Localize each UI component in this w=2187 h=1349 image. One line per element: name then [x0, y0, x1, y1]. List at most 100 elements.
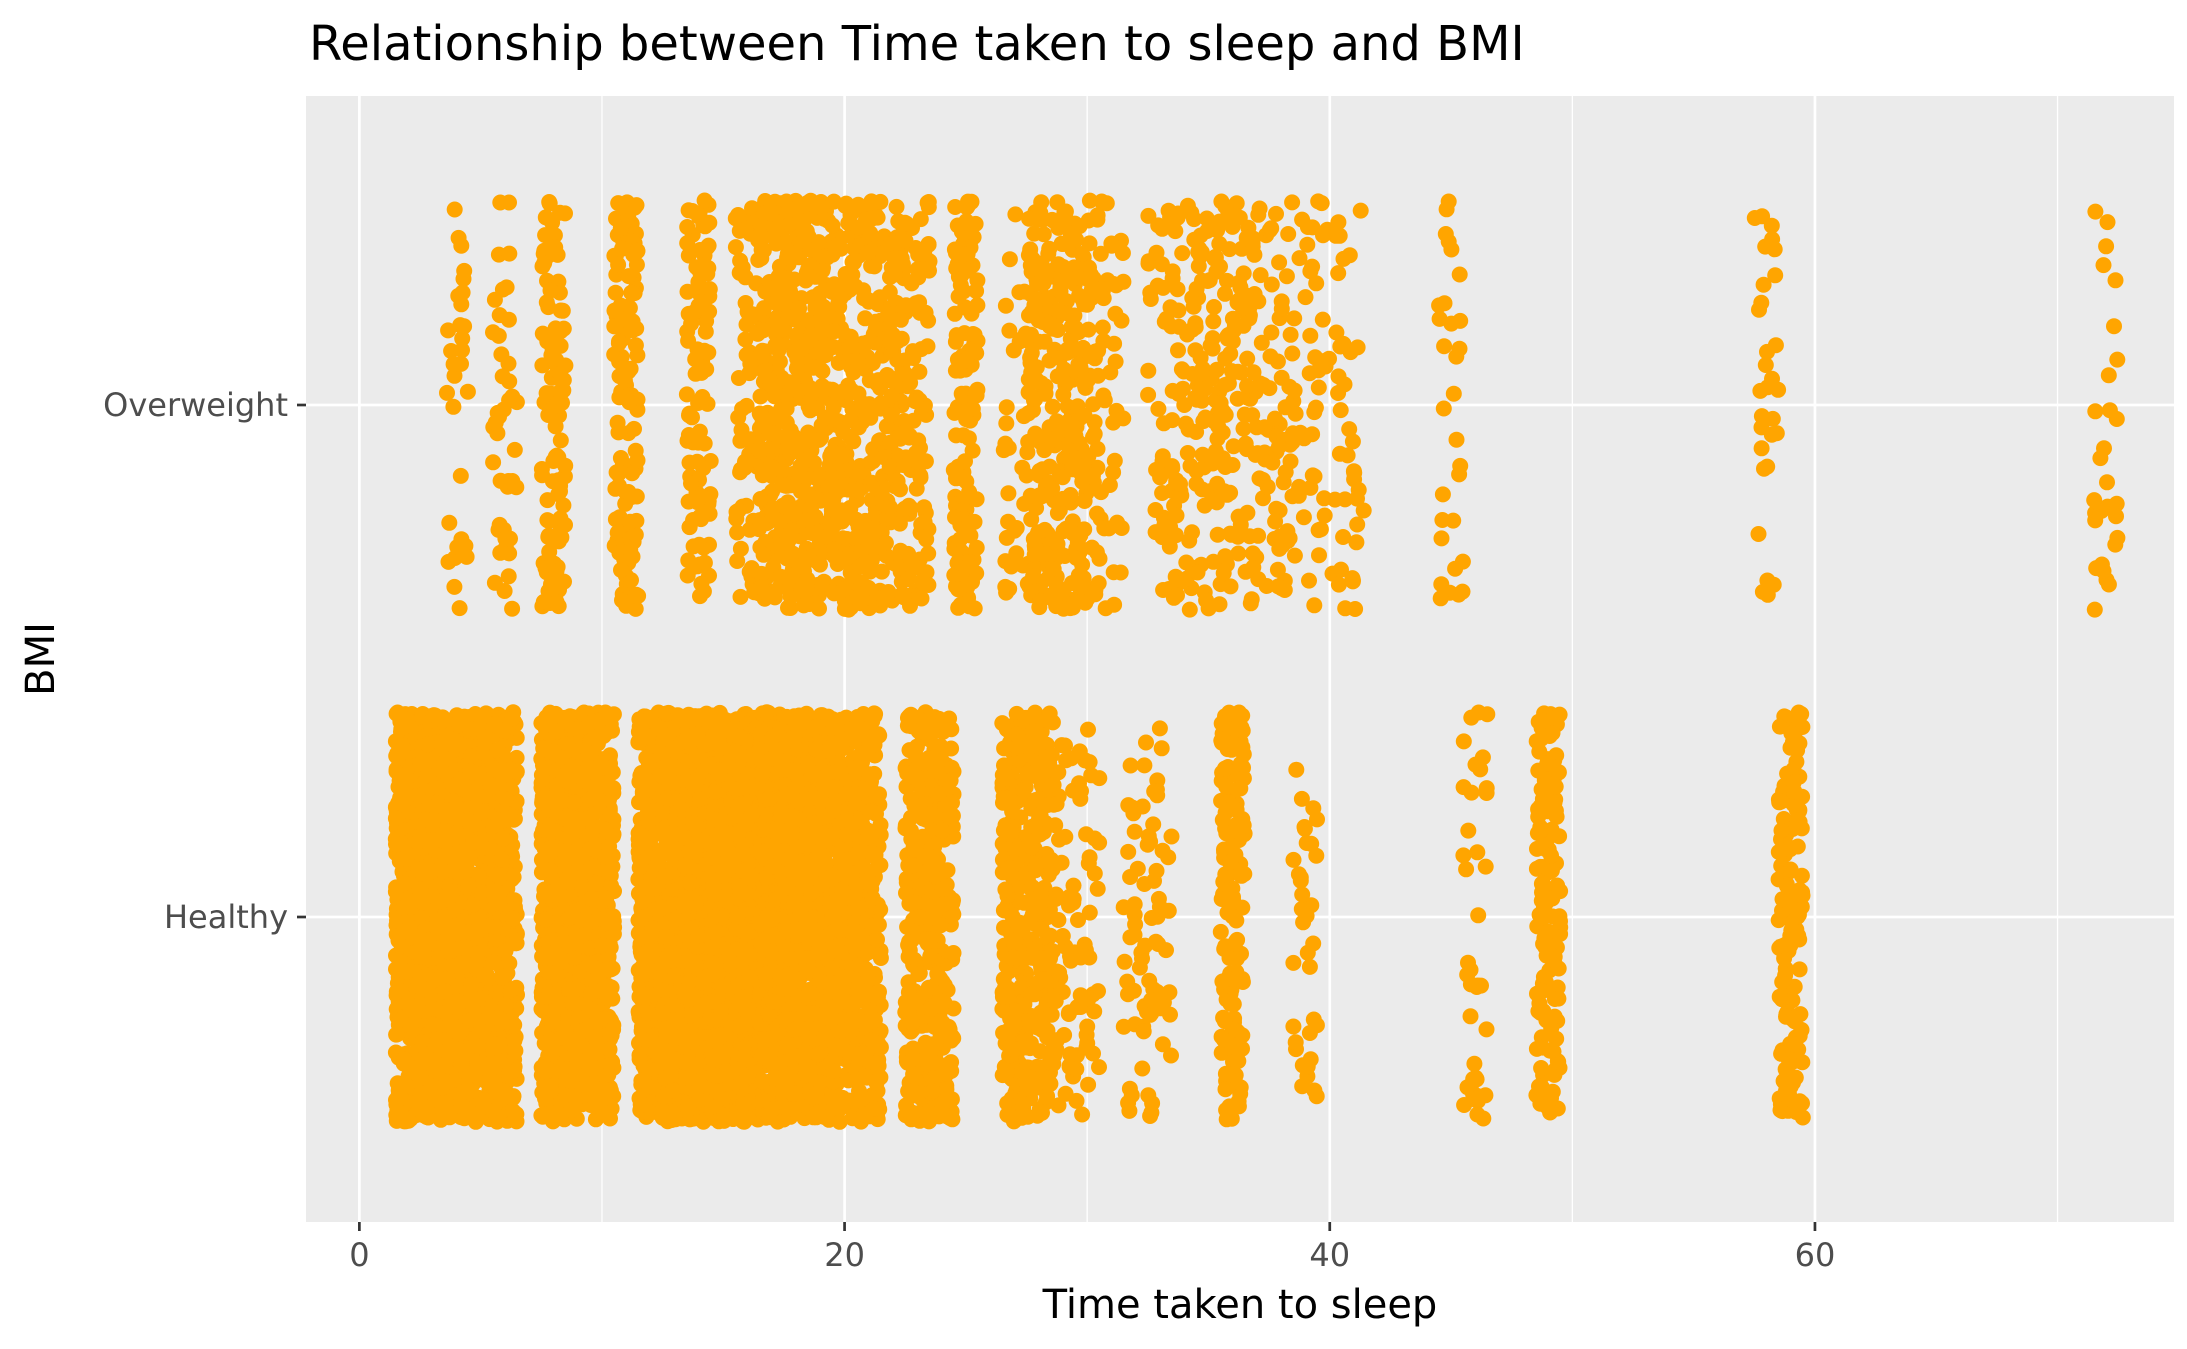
data-point — [947, 199, 964, 215]
data-point — [1211, 596, 1228, 613]
data-point — [961, 515, 978, 532]
data-point — [1239, 504, 1256, 521]
data-point — [1445, 512, 1462, 529]
data-point — [1217, 459, 1234, 475]
data-point — [557, 457, 574, 474]
data-point — [683, 475, 699, 492]
data-point — [1304, 426, 1321, 443]
data-point — [463, 976, 480, 993]
data-point — [486, 574, 503, 591]
data-point — [1170, 302, 1187, 319]
data-point — [1335, 335, 1352, 352]
data-point — [860, 244, 877, 261]
data-point — [623, 489, 640, 506]
data-point — [460, 877, 477, 894]
data-point — [698, 361, 715, 378]
data-point — [918, 531, 935, 548]
data-point — [1164, 382, 1181, 399]
data-point — [831, 446, 848, 462]
data-point — [1270, 578, 1287, 595]
data-point — [1067, 342, 1084, 359]
data-point — [1214, 424, 1231, 441]
data-point — [1435, 400, 1452, 417]
data-point — [492, 472, 509, 489]
data-point — [998, 415, 1015, 432]
data-point — [1217, 377, 1233, 393]
data-point — [1000, 513, 1017, 530]
data-point — [1443, 241, 1460, 258]
data-point — [897, 366, 914, 383]
data-point — [544, 214, 561, 231]
data-point — [465, 721, 482, 737]
data-point — [753, 241, 770, 258]
data-point — [866, 258, 883, 275]
data-point — [965, 343, 982, 360]
data-point — [2107, 272, 2124, 289]
data-point — [538, 1060, 555, 1077]
data-point — [814, 578, 831, 595]
data-point — [2087, 403, 2104, 420]
data-point — [1310, 193, 1327, 210]
data-point — [905, 412, 922, 429]
data-point — [729, 553, 746, 569]
data-point — [1025, 531, 1042, 547]
data-point — [732, 540, 749, 557]
data-point — [826, 548, 843, 565]
data-point — [782, 422, 799, 439]
data-point — [964, 400, 981, 417]
data-point — [460, 924, 477, 941]
data-point — [1284, 194, 1301, 211]
data-point — [1171, 318, 1188, 335]
data-point — [778, 400, 795, 417]
data-point — [508, 763, 525, 780]
data-point — [557, 357, 574, 374]
data-point — [493, 346, 510, 363]
data-point — [881, 458, 898, 475]
data-point — [767, 294, 784, 311]
data-point — [2100, 367, 2117, 384]
data-point — [1202, 337, 1219, 354]
data-point — [1112, 564, 1129, 581]
data-point — [1067, 427, 1084, 444]
data-point — [1339, 447, 1356, 464]
data-point — [1213, 193, 1230, 210]
data-point — [761, 372, 778, 389]
data-point — [623, 284, 640, 301]
data-point — [901, 429, 918, 446]
data-point — [486, 291, 503, 308]
data-point — [732, 588, 749, 605]
data-point — [1020, 405, 1037, 422]
data-point — [729, 524, 746, 541]
data-point — [1433, 530, 1450, 547]
data-point — [802, 512, 819, 528]
data-point — [845, 433, 862, 450]
data-point — [1193, 365, 1210, 382]
data-point — [485, 954, 502, 971]
data-point — [1045, 561, 1062, 577]
data-point — [1273, 293, 1290, 310]
data-point — [1101, 477, 1118, 493]
data-point — [1076, 407, 1093, 424]
data-point — [963, 305, 980, 322]
data-point — [1756, 460, 1772, 477]
data-point — [534, 357, 551, 374]
data-point — [814, 262, 831, 279]
data-point — [1310, 379, 1327, 396]
data-point — [1180, 421, 1197, 438]
data-point — [2099, 474, 2115, 491]
data-point — [805, 359, 822, 376]
data-point — [415, 981, 432, 998]
data-point — [1314, 311, 1331, 328]
data-point — [753, 579, 770, 596]
data-point — [1168, 507, 1185, 524]
data-point — [1250, 527, 1267, 544]
data-point — [1205, 313, 1222, 330]
data-point — [779, 536, 796, 553]
data-point — [1215, 404, 1232, 421]
data-point — [1164, 412, 1181, 429]
data-point — [1239, 350, 1256, 367]
data-point — [495, 830, 511, 847]
data-point — [2093, 556, 2110, 573]
data-point — [397, 711, 414, 728]
data-point — [443, 343, 460, 359]
